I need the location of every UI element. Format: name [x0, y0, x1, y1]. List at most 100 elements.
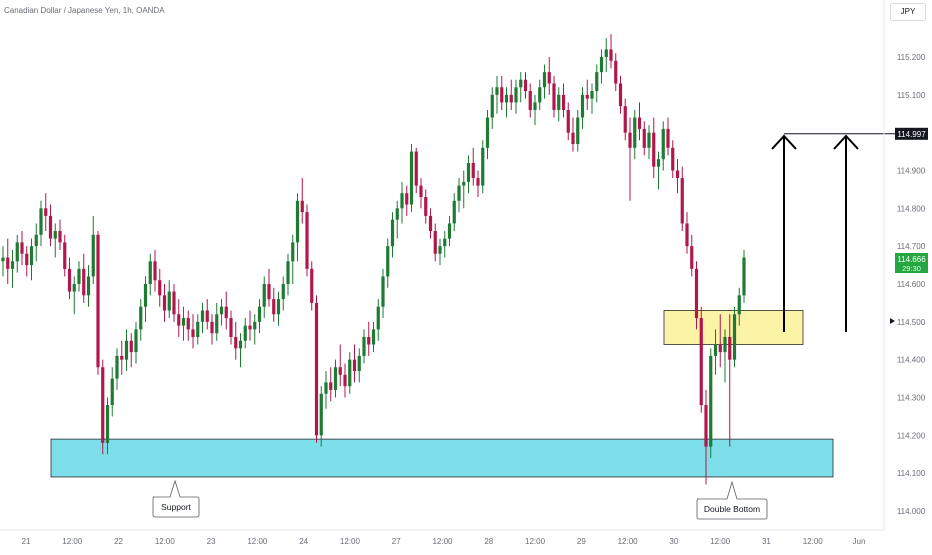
candle[interactable]	[186, 310, 190, 341]
candle[interactable]	[628, 117, 632, 201]
candle[interactable]	[44, 193, 48, 232]
candle[interactable]	[566, 102, 570, 141]
candle[interactable]	[120, 340, 124, 375]
candle[interactable]	[504, 87, 509, 118]
candle[interactable]	[580, 87, 585, 129]
candle[interactable]	[433, 223, 437, 262]
candle[interactable]	[557, 87, 561, 122]
candle[interactable]	[333, 359, 338, 398]
candle[interactable]	[609, 34, 613, 69]
candle[interactable]	[229, 310, 233, 345]
candle[interactable]	[694, 261, 699, 330]
currency-button[interactable]: JPY	[890, 3, 926, 21]
candle[interactable]	[400, 181, 404, 224]
candle[interactable]	[319, 386, 323, 447]
candle[interactable]	[533, 94, 537, 126]
candle[interactable]	[25, 246, 29, 277]
candle[interactable]	[371, 321, 376, 353]
candle[interactable]	[15, 234, 19, 273]
candle[interactable]	[86, 265, 91, 307]
candle[interactable]	[618, 75, 623, 114]
candle[interactable]	[300, 178, 304, 224]
candle[interactable]	[29, 238, 34, 281]
candle[interactable]	[476, 170, 480, 197]
candle[interactable]	[490, 87, 494, 129]
candle[interactable]	[143, 276, 148, 322]
candle[interactable]	[148, 253, 152, 296]
candle[interactable]	[742, 249, 746, 303]
candle[interactable]	[376, 299, 380, 341]
candle[interactable]	[438, 238, 442, 266]
candle[interactable]	[115, 348, 119, 390]
candle[interactable]	[39, 200, 43, 247]
candle[interactable]	[542, 64, 547, 99]
candle[interactable]	[390, 212, 395, 258]
candle[interactable]	[671, 140, 675, 179]
candle[interactable]	[215, 302, 219, 341]
candle[interactable]	[58, 219, 62, 250]
candle[interactable]	[680, 166, 684, 232]
candle[interactable]	[272, 287, 276, 322]
candle[interactable]	[561, 83, 566, 118]
candle[interactable]	[153, 249, 157, 292]
candle[interactable]	[666, 117, 670, 156]
candle[interactable]	[224, 291, 228, 330]
candle[interactable]	[329, 367, 333, 402]
candle[interactable]	[699, 306, 703, 413]
candle[interactable]	[732, 306, 737, 368]
candle[interactable]	[305, 204, 309, 277]
candle[interactable]	[471, 147, 475, 186]
candle[interactable]	[6, 238, 10, 284]
candle[interactable]	[509, 79, 513, 110]
candle[interactable]	[419, 178, 423, 209]
candle[interactable]	[262, 276, 266, 319]
up-arrow-icon[interactable]	[833, 134, 859, 332]
candle[interactable]	[281, 276, 285, 311]
candle[interactable]	[704, 389, 708, 485]
candle[interactable]	[77, 261, 81, 292]
price-axis[interactable]: 115.200 115.100 114.900 114.800 114.700 114.6…	[897, 53, 926, 516]
candle[interactable]	[737, 287, 741, 326]
candle[interactable]	[110, 367, 114, 417]
candle[interactable]	[248, 310, 252, 341]
candle[interactable]	[348, 352, 352, 394]
candle[interactable]	[552, 75, 556, 118]
candle[interactable]	[276, 291, 281, 326]
candle[interactable]	[381, 268, 385, 319]
candle[interactable]	[53, 223, 57, 258]
candle[interactable]	[462, 170, 466, 209]
candle[interactable]	[661, 121, 665, 171]
candle[interactable]	[177, 299, 181, 337]
candle[interactable]	[500, 75, 504, 110]
candle[interactable]	[310, 261, 314, 311]
time-axis[interactable]: 21 12:00 22 12:00 23 12:00 24 12:00 27 12:00 28 12:…	[22, 537, 866, 546]
candle[interactable]	[485, 109, 490, 160]
candle[interactable]	[362, 329, 366, 364]
candle[interactable]	[191, 314, 195, 349]
candle[interactable]	[101, 359, 105, 455]
candle[interactable]	[466, 155, 471, 194]
candle[interactable]	[82, 253, 86, 303]
candle[interactable]	[623, 98, 627, 141]
candle[interactable]	[1, 246, 5, 277]
candle[interactable]	[424, 189, 428, 224]
candle[interactable]	[243, 318, 247, 349]
candle[interactable]	[523, 72, 528, 99]
candle[interactable]	[210, 314, 214, 345]
candle[interactable]	[357, 348, 361, 383]
candle[interactable]	[443, 231, 447, 258]
candle[interactable]	[538, 79, 542, 110]
candle[interactable]	[633, 109, 637, 160]
candle[interactable]	[48, 204, 53, 247]
candle[interactable]	[134, 321, 138, 364]
candle[interactable]	[162, 284, 167, 322]
candle[interactable]	[652, 117, 656, 179]
candle[interactable]	[238, 333, 243, 368]
support-callout[interactable]: Support	[152, 479, 200, 518]
candle[interactable]	[414, 147, 418, 194]
candle[interactable]	[286, 253, 290, 296]
up-arrow-icon[interactable]	[771, 134, 797, 332]
candle[interactable]	[67, 257, 72, 300]
candle[interactable]	[338, 344, 342, 387]
